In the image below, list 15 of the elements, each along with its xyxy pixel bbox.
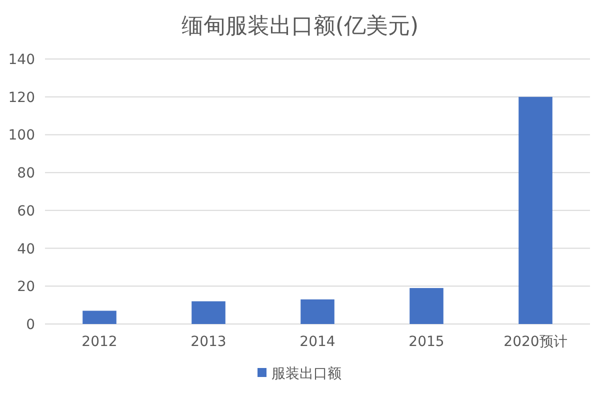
- x-tick-label: 2013: [190, 334, 226, 350]
- legend-label: 服装出口额: [272, 366, 342, 382]
- y-tick-label: 40: [17, 241, 35, 258]
- x-tick-label: 2014: [300, 334, 336, 350]
- y-tick-label: 60: [17, 203, 35, 220]
- y-tick-label: 0: [26, 317, 35, 333]
- y-tick-label: 100: [8, 128, 35, 144]
- x-tick-label: 2020预计: [504, 334, 568, 350]
- x-tick-label: 2015: [408, 334, 444, 350]
- title: 缅甸服装出口额(亿美元): [181, 14, 419, 39]
- y-tick-label: 20: [17, 279, 35, 296]
- x-tick-label: 2012: [82, 334, 118, 350]
- y-tick-label: 140: [8, 52, 35, 68]
- y-tick-label: 120: [8, 90, 35, 106]
- y-tick-label: 80: [17, 166, 35, 182]
